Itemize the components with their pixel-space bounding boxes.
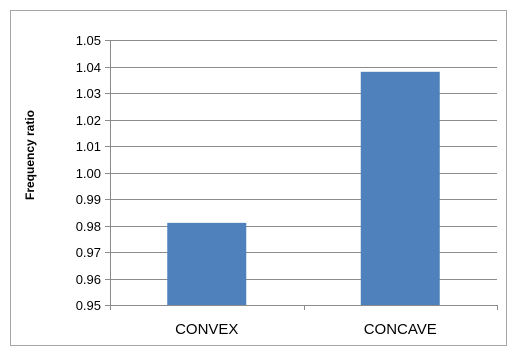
bar-convex bbox=[167, 222, 247, 305]
y-tick-labels: 0.95 0.96 0.97 0.98 0.99 1.00 1.01 1.02 1.03 1.04… bbox=[76, 33, 110, 313]
y-tick-label: 1.01 bbox=[76, 139, 101, 154]
x-tick-label: CONVEX bbox=[175, 321, 238, 338]
bars bbox=[167, 71, 440, 305]
y-axis-title: Frequency ratio bbox=[23, 110, 37, 200]
bar-concave bbox=[360, 71, 440, 305]
y-tick-label: 0.98 bbox=[76, 219, 101, 234]
x-tick-label: CONCAVE bbox=[364, 321, 437, 338]
y-tick-label: 0.96 bbox=[76, 272, 101, 287]
y-tick-label: 0.95 bbox=[76, 298, 101, 313]
y-tick-label: 1.00 bbox=[76, 166, 101, 181]
y-tick-label: 1.05 bbox=[76, 33, 101, 48]
y-tick-label: 0.97 bbox=[76, 245, 101, 260]
y-tick-label: 0.99 bbox=[76, 192, 101, 207]
y-tick-label: 1.03 bbox=[76, 86, 101, 101]
y-tick-label: 1.02 bbox=[76, 113, 101, 128]
x-tick-labels: CONVEX CONCAVE bbox=[175, 321, 437, 338]
axes bbox=[110, 40, 498, 310]
y-tick-label: 1.04 bbox=[76, 60, 101, 75]
